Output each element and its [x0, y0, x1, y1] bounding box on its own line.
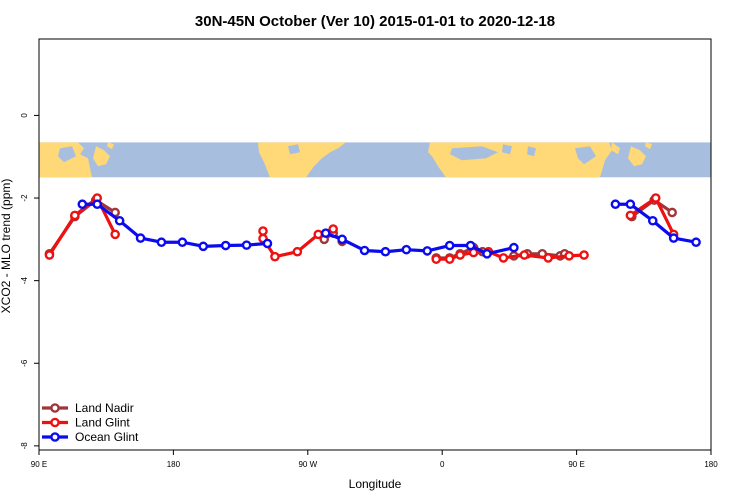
data-point	[691, 237, 701, 248]
data-point	[401, 244, 412, 255]
legend-marker	[50, 432, 60, 442]
land-mass	[645, 142, 652, 150]
world-map-band	[39, 142, 711, 178]
sea	[288, 144, 300, 155]
series-line	[324, 231, 516, 256]
chart-title: 30N-45N October (Ver 10) 2015-01-01 to 2…	[195, 13, 555, 30]
x-tick-label: 90 E	[568, 460, 584, 469]
plot-frame	[38, 38, 712, 451]
legend-marker	[50, 403, 60, 413]
data-point	[258, 226, 268, 236]
data-point	[422, 246, 433, 256]
land-mass	[628, 146, 646, 167]
series-line	[80, 202, 270, 248]
legend-label: Land Glint	[75, 416, 130, 430]
data-point	[625, 199, 636, 210]
x-tick-label: 180	[704, 460, 718, 469]
y-axis-label: XCO2 - MLO trend (ppm)	[0, 179, 13, 314]
y-tick-label: 0	[20, 113, 29, 118]
land-mass	[258, 142, 346, 178]
data-point	[262, 238, 273, 249]
series-ocean-glint	[77, 199, 701, 259]
data-point	[92, 199, 103, 210]
data-point	[519, 250, 530, 260]
sea	[575, 146, 596, 165]
y-axis: 0 -2 -4 -6 -8	[20, 113, 39, 450]
data-point	[667, 207, 677, 218]
series-layer	[44, 193, 701, 264]
land-mass	[107, 142, 114, 150]
y-tick-label: -6	[20, 359, 29, 367]
legend-label: Ocean Glint	[75, 430, 139, 444]
x-axis-label: Longitude	[349, 477, 402, 491]
data-point	[177, 237, 188, 248]
data-point	[110, 229, 120, 240]
data-point	[650, 193, 661, 203]
data-point	[625, 210, 636, 221]
data-point	[455, 250, 465, 260]
data-point	[610, 199, 621, 210]
data-point	[292, 246, 303, 257]
data-point	[444, 240, 455, 251]
data-point	[380, 246, 391, 257]
data-point	[328, 224, 338, 234]
data-point	[509, 242, 519, 253]
data-point	[320, 228, 331, 238]
data-point	[198, 241, 209, 252]
sea	[527, 146, 536, 157]
x-axis: 90 E 180 90 W 0 90 E 180	[31, 450, 718, 469]
sea	[502, 144, 512, 155]
x-tick-label: 0	[440, 460, 445, 469]
data-point	[668, 233, 679, 243]
x-tick-label: 180	[167, 460, 181, 469]
data-point	[70, 210, 80, 221]
sea	[58, 146, 76, 163]
data-point	[564, 251, 574, 261]
x-tick-label: 90 E	[31, 460, 47, 469]
legend-label: Land Nadir	[75, 401, 134, 415]
series-land-glint	[44, 193, 679, 264]
data-point	[241, 240, 252, 250]
data-point	[498, 253, 509, 263]
data-point	[156, 237, 167, 248]
data-point	[77, 199, 88, 210]
legend-marker	[50, 417, 60, 428]
data-point	[270, 251, 280, 262]
data-point	[431, 254, 442, 264]
series-line	[434, 250, 586, 261]
data-point	[482, 248, 492, 259]
land-mass	[611, 142, 620, 155]
data-point	[543, 253, 554, 263]
data-point	[647, 215, 658, 226]
y-tick-label: -8	[20, 442, 29, 450]
data-point	[313, 229, 324, 240]
land-mass	[93, 146, 110, 167]
data-point	[444, 254, 455, 264]
y-tick-label: -2	[20, 194, 29, 202]
data-point	[135, 233, 146, 243]
data-point	[579, 250, 589, 260]
data-point	[44, 250, 55, 260]
data-point	[359, 245, 370, 256]
data-point	[337, 234, 347, 245]
data-point	[114, 215, 125, 226]
data-point	[220, 240, 231, 251]
y-tick-label: -4	[20, 277, 29, 285]
sea	[450, 146, 498, 161]
data-point	[465, 240, 476, 251]
x-tick-label: 90 W	[298, 460, 317, 469]
